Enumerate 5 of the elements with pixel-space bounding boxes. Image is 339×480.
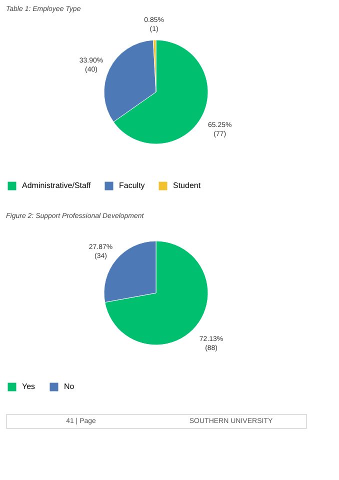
legend-label: No (64, 382, 75, 391)
legend-label: Administrative/Staff (22, 181, 92, 190)
legend-label: Yes (22, 382, 36, 391)
legend-label: Faculty (119, 181, 145, 190)
legend-label: Student (173, 181, 202, 190)
